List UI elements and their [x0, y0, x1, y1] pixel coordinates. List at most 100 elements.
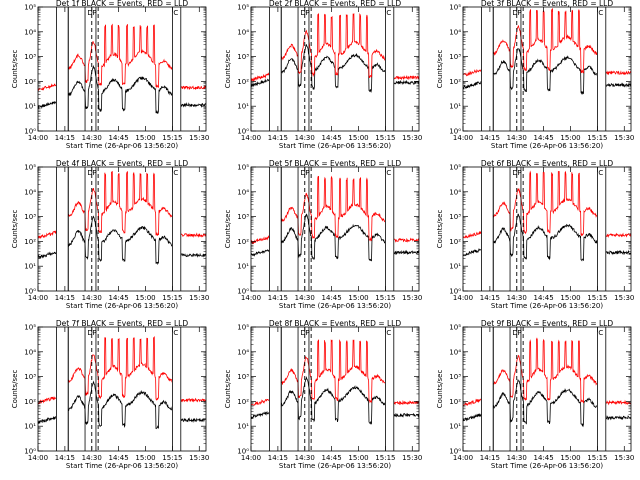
plot-frame: [462, 166, 632, 292]
y-tick-label: 10⁴: [449, 28, 461, 36]
y-tick-label: 10⁴: [24, 188, 36, 196]
y-tick-label: 10⁵: [24, 324, 36, 332]
series-lld-line: [251, 12, 419, 83]
x-tick-label: 15:30: [189, 294, 209, 302]
marker-letter: C: [173, 329, 178, 337]
series-lld-line: [38, 170, 206, 240]
plot-frame: [250, 326, 420, 452]
x-tick-label: 14:30: [507, 454, 527, 462]
x-tick-label: 14:00: [241, 294, 261, 302]
x-tick-label: 14:00: [453, 294, 473, 302]
x-tick-label: 14:30: [295, 454, 315, 462]
x-tick-label: 15:30: [189, 454, 209, 462]
x-tick-label: 14:45: [322, 134, 342, 142]
marker-letter: C: [386, 9, 391, 17]
x-tick-label: 15:15: [162, 134, 182, 142]
x-tick-label: 14:15: [268, 134, 288, 142]
x-tick-label: 14:00: [241, 134, 261, 142]
x-axis-label: Start Time (26-Apr-06 13:56:20): [491, 462, 603, 470]
y-tick-label: 10¹: [24, 423, 36, 431]
x-tick-label: 14:15: [480, 454, 500, 462]
y-tick-label: 10⁰: [237, 288, 249, 296]
x-tick-label: 14:30: [507, 134, 527, 142]
x-tick-label: 15:30: [614, 134, 634, 142]
marker-letter: D: [300, 9, 305, 17]
y-tick-label: 10²: [237, 78, 249, 86]
x-tick-label: 14:15: [55, 454, 75, 462]
y-tick-label: 10³: [237, 373, 249, 381]
x-tick-label: 14:15: [55, 134, 75, 142]
x-tick-label: 14:30: [82, 134, 102, 142]
x-tick-label: 15:15: [375, 454, 395, 462]
chart-title: Det 6f BLACK = Events, RED = LLD: [481, 159, 614, 168]
series-lld-line: [38, 23, 206, 92]
series-events-line: [251, 375, 419, 425]
y-tick-label: 10⁰: [24, 288, 36, 296]
x-axis-label: Start Time (26-Apr-06 13:56:20): [279, 302, 391, 310]
y-tick-label: 10²: [24, 238, 36, 246]
y-tick-label: 10⁵: [237, 324, 249, 332]
y-tick-label: 10³: [24, 373, 36, 381]
chart-title: Det 7f BLACK = Events, RED = LLD: [56, 319, 189, 328]
plot-frame: [37, 166, 207, 292]
series-events-line: [38, 215, 206, 266]
marker-letter: P: [517, 329, 521, 337]
y-tick-label: 10⁵: [24, 4, 36, 12]
series-lld-line: [251, 175, 419, 245]
marker-letter: P: [517, 169, 521, 177]
y-tick-label: 10²: [449, 78, 461, 86]
series-events-line: [463, 379, 631, 428]
chart-title: Det 8f BLACK = Events, RED = LLD: [269, 319, 402, 328]
x-tick-label: 14:15: [55, 294, 75, 302]
x-tick-label: 15:00: [560, 134, 580, 142]
x-tick-label: 14:30: [295, 294, 315, 302]
x-tick-label: 15:00: [135, 134, 155, 142]
marker-letter: P: [92, 9, 96, 17]
y-axis-label: Counts/sec: [436, 50, 444, 89]
chart-title: Det 1f BLACK = Events, RED = LLD: [56, 0, 189, 8]
x-tick-label: 15:00: [135, 454, 155, 462]
y-tick-label: 10³: [24, 53, 36, 61]
y-tick-label: 10⁴: [24, 348, 36, 356]
plot-frame: [462, 6, 632, 132]
y-tick-label: 10¹: [449, 423, 461, 431]
y-tick-label: 10²: [237, 398, 249, 406]
x-axis-label: Start Time (26-Apr-06 13:56:20): [279, 142, 391, 150]
x-tick-label: 14:30: [295, 134, 315, 142]
y-tick-label: 10³: [24, 213, 36, 221]
plot-frame: [250, 6, 420, 132]
y-tick-label: 10⁵: [237, 164, 249, 172]
y-tick-label: 10⁴: [237, 28, 249, 36]
y-tick-label: 10⁵: [449, 324, 461, 332]
x-tick-label: 15:15: [375, 134, 395, 142]
y-tick-label: 10¹: [237, 263, 249, 271]
x-axis-label: Start Time (26-Apr-06 13:56:20): [66, 302, 178, 310]
y-tick-label: 10⁵: [24, 164, 36, 172]
x-tick-label: 15:15: [162, 454, 182, 462]
x-tick-label: 14:45: [534, 454, 554, 462]
series-events-line: [463, 213, 631, 262]
y-tick-label: 10³: [237, 53, 249, 61]
x-tick-label: 14:45: [109, 134, 129, 142]
y-tick-label: 10²: [24, 398, 36, 406]
marker-letter: C: [598, 329, 603, 337]
y-tick-label: 10²: [24, 78, 36, 86]
x-tick-label: 15:30: [189, 134, 209, 142]
y-tick-label: 10²: [237, 238, 249, 246]
y-tick-label: 10¹: [237, 423, 249, 431]
plot-frame: [37, 6, 207, 132]
x-axis-label: Start Time (26-Apr-06 13:56:20): [66, 462, 178, 470]
x-tick-label: 14:45: [534, 294, 554, 302]
x-tick-label: 15:30: [402, 294, 422, 302]
y-tick-label: 10⁵: [237, 4, 249, 12]
y-tick-label: 10⁵: [449, 164, 461, 172]
y-tick-label: 10⁴: [449, 348, 461, 356]
x-tick-label: 14:15: [480, 294, 500, 302]
x-tick-label: 14:30: [82, 454, 102, 462]
